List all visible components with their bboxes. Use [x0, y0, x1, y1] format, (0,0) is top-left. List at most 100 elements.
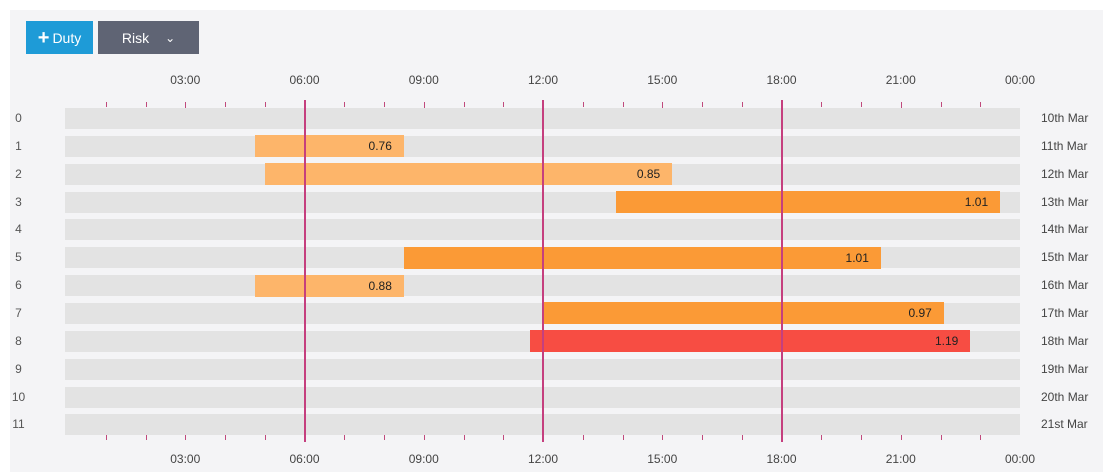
- axis-label-top: 06:00: [289, 73, 320, 87]
- row-date: 15th Mar: [1041, 250, 1089, 265]
- axis-tick-bottom: [225, 435, 226, 440]
- axis-tick-top: [861, 102, 862, 107]
- axis-tick-top: [741, 102, 743, 107]
- duty-bar[interactable]: 0.88: [254, 274, 404, 297]
- axis-tick-top: [264, 102, 266, 107]
- chevron-down-icon: ⌄: [165, 30, 176, 45]
- marker-line-12: [542, 100, 544, 442]
- row-index: 1: [15, 138, 22, 153]
- toolbar: + Duty Risk ⌄: [26, 21, 199, 54]
- axis-tick-top: [900, 102, 902, 110]
- row-date: 19th Mar: [1041, 361, 1089, 376]
- axis-label-top: 03:00: [170, 73, 201, 87]
- duty-bar[interactable]: 1.01: [403, 246, 881, 269]
- row-index: 4: [15, 222, 22, 237]
- marker-line-18: [780, 100, 783, 442]
- axis-tick-top: [225, 102, 226, 107]
- row-index: 3: [15, 194, 22, 209]
- axis-tick-bottom: [741, 435, 743, 440]
- row-index: 6: [15, 278, 22, 293]
- axis-tick-bottom: [344, 435, 346, 440]
- row-index: 5: [15, 250, 22, 265]
- duty-risk-value: 1.01: [964, 195, 989, 210]
- duty-bar[interactable]: 1.01: [615, 191, 1001, 214]
- row-date: 16th Mar: [1041, 278, 1089, 293]
- axis-label-bottom: 06:00: [289, 452, 320, 466]
- axis-tick-top: [145, 102, 147, 107]
- axis-label-bottom: 18:00: [766, 452, 797, 466]
- axis-tick-bottom: [384, 435, 385, 440]
- duty-risk-value: 0.88: [368, 278, 392, 293]
- axis-label-top: 12:00: [527, 73, 559, 87]
- marker-line-6: [303, 100, 306, 442]
- axis-tick-bottom: [821, 435, 823, 440]
- row-index: 2: [15, 166, 22, 181]
- axis-tick-top: [344, 102, 346, 107]
- axis-tick-top: [622, 102, 624, 107]
- axis-tick-bottom: [145, 435, 147, 440]
- row-index: 11: [12, 417, 25, 432]
- row-date: 13th Mar: [1041, 194, 1089, 209]
- axis-tick-bottom: [861, 435, 862, 440]
- axis-tick-top: [582, 102, 584, 107]
- axis-tick-top: [384, 102, 385, 107]
- add-duty-button[interactable]: + Duty: [26, 21, 93, 54]
- row-date: 14th Mar: [1041, 222, 1089, 237]
- axis-label-bottom: 12:00: [527, 452, 559, 466]
- duty-risk-value: 1.01: [845, 250, 869, 265]
- duty-bar[interactable]: 0.76: [254, 135, 404, 158]
- axis-label-top: 18:00: [766, 73, 797, 87]
- axis-label-bottom: 00:00: [1004, 452, 1036, 466]
- axis-tick-bottom: [105, 435, 107, 440]
- row-index: 9: [15, 361, 22, 376]
- axis-tick-top: [940, 102, 942, 107]
- axis-tick-top: [105, 102, 107, 107]
- axis-tick-top: [702, 102, 703, 107]
- row-date: 17th Mar: [1041, 305, 1089, 320]
- duty-bar[interactable]: 1.19: [529, 330, 971, 353]
- axis-label-top: 00:00: [1004, 73, 1036, 87]
- axis-tick-bottom: [582, 435, 584, 440]
- axis-tick-bottom: [940, 435, 942, 440]
- plus-icon: +: [37, 26, 50, 49]
- axis-tick-top: [185, 102, 187, 110]
- row-date: 10th Mar: [1041, 111, 1089, 125]
- row-date: 21st Mar: [1041, 417, 1088, 432]
- row-date: 11th Mar: [1041, 138, 1088, 153]
- axis-tick-top: [980, 102, 982, 107]
- axis-tick-bottom: [980, 435, 982, 440]
- row-index: 8: [15, 333, 22, 348]
- axis-label-bottom: 03:00: [170, 452, 201, 466]
- axis-tick-bottom: [702, 435, 703, 440]
- axis-label-top: 15:00: [647, 73, 678, 87]
- axis-tick-bottom: [264, 435, 266, 440]
- axis-tick-top: [503, 102, 505, 107]
- duty-risk-value: 0.76: [368, 139, 392, 154]
- axis-tick-bottom: [662, 432, 664, 440]
- risk-label: Risk: [121, 29, 150, 46]
- duty-bar[interactable]: 0.97: [543, 302, 944, 325]
- row-index: 7: [15, 305, 22, 320]
- axis-tick-top: [821, 102, 823, 107]
- axis-label-bottom: 15:00: [647, 452, 678, 466]
- axis-label-bottom: 21:00: [885, 452, 916, 466]
- row-date: 20th Mar: [1041, 389, 1089, 404]
- duty-risk-value: 0.85: [636, 167, 661, 182]
- row-index: 0: [15, 111, 22, 125]
- axis-label-top: 21:00: [885, 73, 916, 87]
- axis-tick-top: [423, 102, 425, 110]
- axis-tick-bottom: [185, 432, 187, 440]
- add-duty-label: Duty: [52, 29, 82, 46]
- axis-label-bottom: 09:00: [408, 452, 439, 466]
- axis-tick-top: [463, 102, 465, 107]
- axis-tick-top: [662, 102, 664, 110]
- row-date: 18th Mar: [1041, 333, 1089, 348]
- risk-dropdown[interactable]: Risk ⌄: [98, 21, 199, 54]
- axis-tick-bottom: [463, 435, 465, 440]
- axis-tick-bottom: [900, 432, 902, 440]
- duty-bar[interactable]: 0.85: [264, 163, 673, 186]
- axis-label-top: 09:00: [408, 73, 439, 87]
- duty-risk-value: 0.97: [908, 306, 932, 321]
- axis-tick-bottom: [622, 435, 624, 440]
- duty-risk-value: 1.19: [934, 334, 959, 349]
